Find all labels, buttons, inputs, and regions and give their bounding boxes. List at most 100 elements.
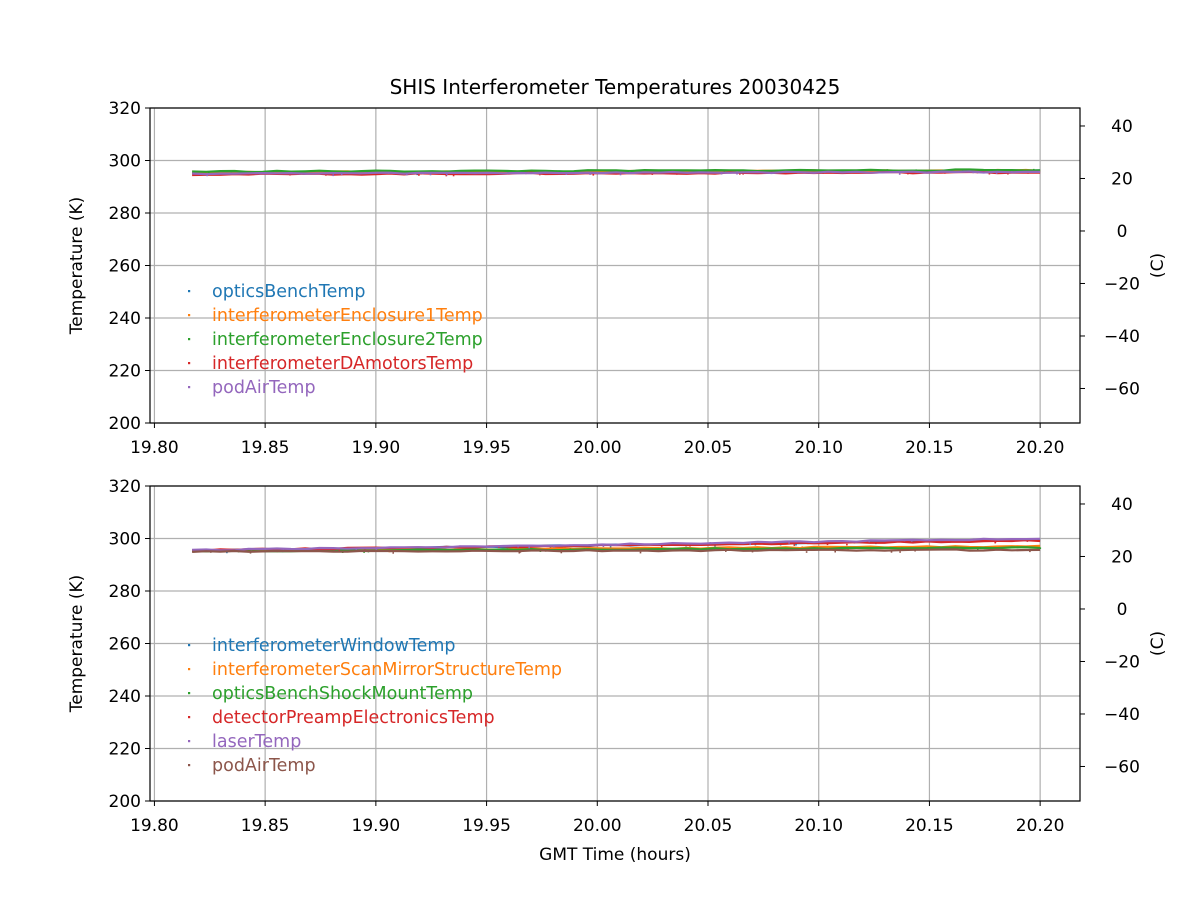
data-point — [713, 548, 715, 550]
x-tick-label: 19.90 — [352, 438, 401, 458]
data-point — [801, 546, 804, 548]
data-point — [363, 551, 365, 553]
data-point — [454, 170, 456, 173]
data-point — [709, 542, 712, 544]
y2-axis-label: (C) — [1148, 631, 1168, 656]
data-point — [629, 171, 631, 174]
data-point — [560, 172, 562, 174]
data-point — [977, 548, 979, 551]
y-tick-label: 280 — [109, 204, 141, 224]
data-point — [826, 543, 829, 546]
legend-label: interferometerEnclosure2Temp — [212, 330, 483, 350]
x-tick-label: 20.00 — [573, 816, 622, 836]
data-point — [910, 540, 913, 542]
data-point — [736, 171, 738, 173]
data-point — [519, 551, 522, 553]
y-tick-label: 300 — [109, 530, 141, 550]
y-tick-label: 200 — [109, 414, 141, 434]
data-point — [948, 171, 951, 173]
legend: opticsBenchTemp interferometerEnclosure1T… — [188, 282, 483, 398]
data-point — [341, 550, 344, 553]
data-point — [569, 544, 571, 546]
data-point — [807, 542, 809, 545]
y2-tick-label: −20 — [1104, 274, 1140, 294]
data-point — [898, 173, 901, 175]
data-point — [390, 550, 392, 553]
legend-label: interferometerEnclosure1Temp — [212, 306, 483, 326]
x-tick-label: 19.95 — [462, 438, 511, 458]
data-point — [553, 546, 555, 548]
data-point — [619, 173, 622, 176]
y-tick-label: 220 — [109, 740, 141, 760]
data-point — [660, 545, 663, 548]
data-point — [406, 173, 408, 176]
data-point — [309, 550, 311, 552]
data-point — [609, 546, 612, 548]
data-point — [998, 169, 1001, 172]
data-point — [809, 549, 812, 551]
legend-marker — [188, 314, 191, 317]
data-point — [739, 173, 741, 175]
data-point — [249, 552, 252, 554]
legend-label: detectorPreampElectronicsTemp — [212, 708, 495, 728]
data-point — [325, 174, 327, 176]
x-tick-label: 19.80 — [130, 816, 179, 836]
y-tick-label: 260 — [109, 257, 141, 277]
data-point — [210, 551, 212, 553]
data-point — [592, 174, 595, 176]
data-point — [788, 542, 790, 544]
data-point — [615, 170, 618, 172]
y-tick-label: 200 — [109, 792, 141, 812]
data-point — [517, 545, 519, 548]
data-point — [565, 173, 568, 175]
x-tick-label: 19.95 — [462, 816, 511, 836]
data-point — [375, 548, 378, 551]
data-point — [868, 540, 870, 543]
legend-label: interferometerScanMirrorStructureTemp — [212, 660, 562, 680]
y-tick-label: 220 — [109, 362, 141, 382]
x-tick-label: 19.80 — [130, 438, 179, 458]
y-tick-label: 320 — [109, 477, 141, 497]
data-point — [355, 170, 357, 173]
y-tick-label: 260 — [109, 635, 141, 655]
data-point — [805, 551, 808, 553]
legend-marker — [188, 290, 191, 293]
data-point — [845, 547, 847, 549]
x-tick-label: 20.15 — [905, 438, 954, 458]
data-point — [208, 172, 210, 174]
legend-marker — [188, 362, 191, 365]
figure-title: SHIS Interferometer Temperatures 2003042… — [390, 75, 841, 99]
data-point — [1010, 171, 1013, 173]
data-point — [795, 543, 797, 546]
data-point — [206, 174, 208, 177]
data-point — [560, 551, 563, 554]
x-tick-label: 20.15 — [905, 816, 954, 836]
y2-axis-label: (C) — [1148, 253, 1168, 278]
data-point — [349, 550, 351, 552]
y-axis-label: Temperature (K) — [67, 575, 87, 714]
x-tick-label: 20.20 — [1016, 438, 1065, 458]
data-point — [573, 549, 576, 552]
data-point — [333, 550, 335, 552]
data-point — [736, 172, 738, 175]
data-point — [689, 545, 691, 547]
y2-tick-label: −60 — [1104, 757, 1140, 777]
data-point — [1033, 168, 1035, 171]
x-tick-label: 20.05 — [684, 816, 733, 836]
data-point — [358, 172, 361, 175]
data-point — [742, 173, 744, 175]
data-point — [903, 539, 906, 542]
legend-marker — [188, 644, 191, 647]
data-point — [602, 545, 605, 547]
data-point — [473, 171, 476, 173]
data-point — [1007, 172, 1009, 175]
data-point — [528, 546, 530, 549]
data-point — [749, 543, 751, 546]
data-point — [332, 174, 334, 177]
series-podAirTemp — [192, 548, 1041, 554]
data-point — [568, 544, 570, 547]
data-point — [720, 172, 723, 175]
y2-tick-label: −40 — [1104, 705, 1140, 725]
